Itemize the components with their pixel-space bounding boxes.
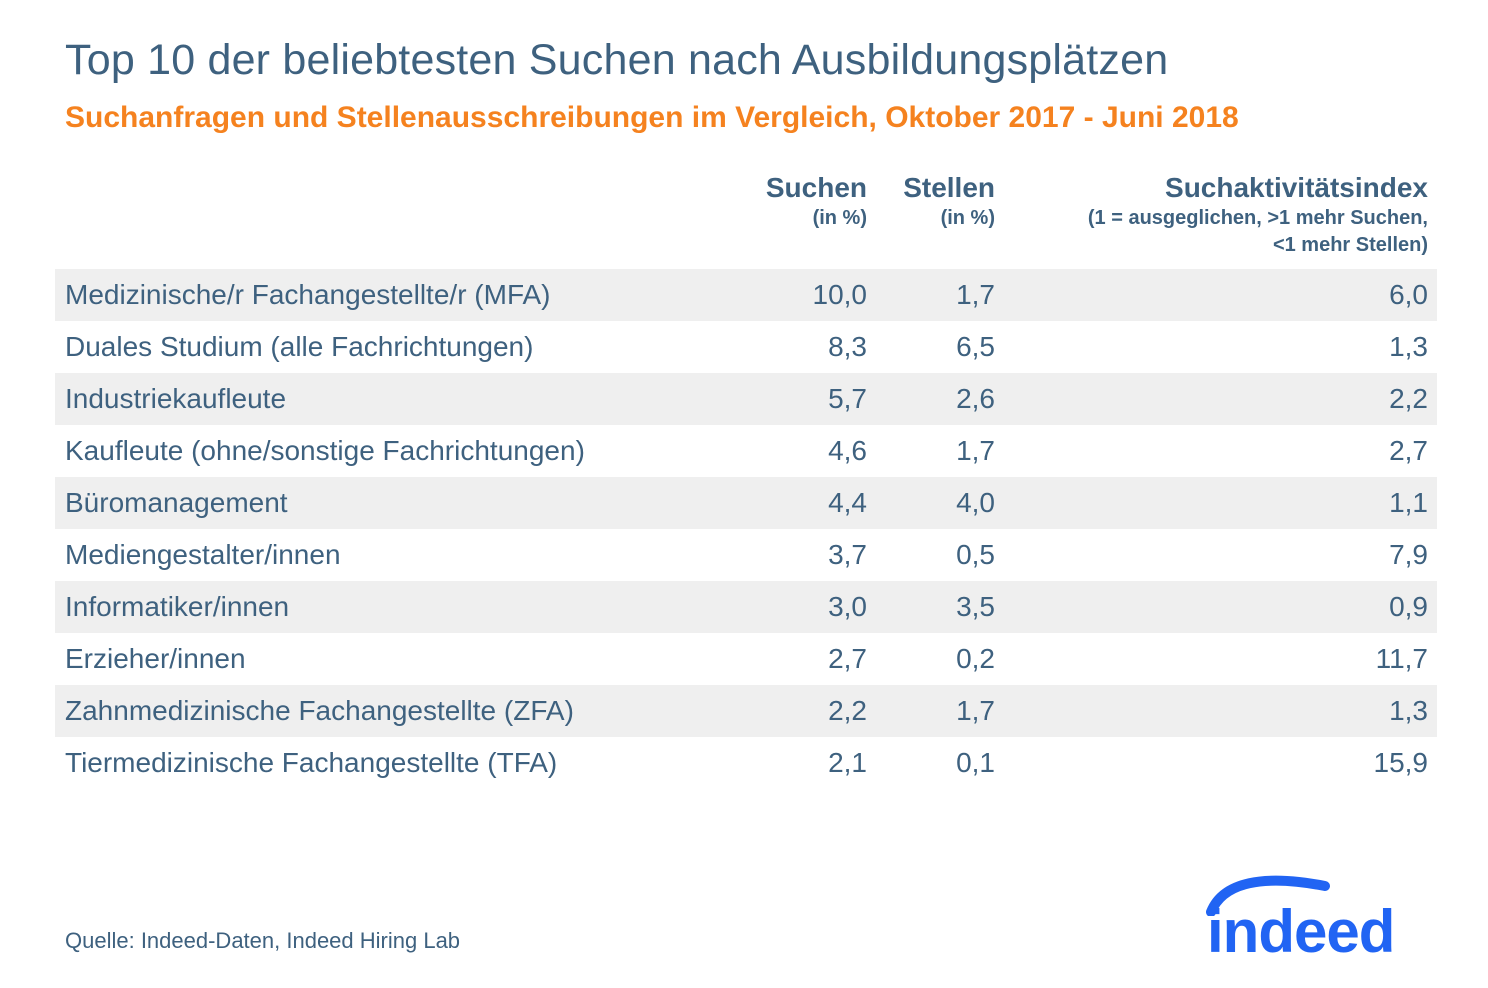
suchen-value: 3,0	[828, 591, 867, 623]
column-header-suchen-sublabel: (in %)	[812, 207, 867, 230]
stellen-value: 2,6	[956, 383, 995, 415]
column-header-index-label: Suchaktivitätsindex	[1165, 172, 1428, 204]
table-row: Zahnmedizinische Fachangestellte (ZFA) 2…	[55, 685, 1437, 738]
index-value: 0,9	[1389, 591, 1428, 623]
index-value: 11,7	[1375, 643, 1428, 675]
infographic-page: Top 10 der beliebtesten Suchen nach Ausb…	[55, 36, 1437, 789]
rankings-table: Suchen (in %) Stellen (in %) Suchaktivit…	[55, 171, 1437, 789]
index-value: 2,7	[1389, 435, 1428, 467]
index-value: 7,9	[1389, 539, 1428, 571]
suchen-value: 4,6	[828, 435, 867, 467]
column-header-label-spacer	[55, 171, 637, 259]
page-subtitle: Suchanfragen und Stellenausschreibungen …	[65, 101, 1239, 135]
index-value: 15,9	[1373, 747, 1429, 779]
stellen-value: 0,5	[956, 539, 995, 571]
stellen-value: 3,5	[956, 591, 995, 623]
column-header-stellen: Stellen (in %)	[867, 171, 997, 259]
indeed-logo-swoosh-icon	[1206, 875, 1330, 916]
suchen-value: 8,3	[828, 331, 867, 363]
suchen-value: 2,7	[828, 643, 867, 675]
row-label: Tiermedizinische Fachangestellte (TFA)	[65, 747, 558, 779]
row-label: Industriekaufleute	[65, 383, 287, 415]
table-row: Medizinische/r Fachangestellte/r (MFA) 1…	[55, 269, 1437, 322]
table-header-row: Suchen (in %) Stellen (in %) Suchaktivit…	[55, 171, 1437, 259]
index-value: 1,1	[1389, 487, 1428, 519]
suchen-value: 2,1	[828, 747, 867, 779]
row-label: Informatiker/innen	[65, 591, 290, 623]
table-row: Kaufleute (ohne/sonstige Fachrichtungen)…	[55, 425, 1437, 477]
row-label: Zahnmedizinische Fachangestellte (ZFA)	[65, 695, 574, 727]
page-title: Top 10 der beliebtesten Suchen nach Ausb…	[65, 36, 1169, 84]
suchen-value: 3,7	[828, 539, 867, 571]
table-row: Büromanagement 4,4 4,0 1,1	[55, 477, 1437, 530]
table-row: Duales Studium (alle Fachrichtungen) 8,3…	[55, 321, 1437, 373]
row-label: Medizinische/r Fachangestellte/r (MFA)	[65, 279, 551, 311]
table-row: Erzieher/innen 2,7 0,2 11,7	[55, 633, 1437, 685]
row-label: Mediengestalter/innen	[65, 539, 341, 571]
column-header-stellen-label: Stellen	[903, 172, 995, 204]
table-row: Tiermedizinische Fachangestellte (TFA) 2…	[55, 737, 1437, 789]
stellen-value: 4,0	[956, 487, 995, 519]
stellen-value: 1,7	[956, 279, 995, 311]
suchen-value: 5,7	[828, 383, 867, 415]
stellen-value: 1,7	[956, 435, 995, 467]
indeed-logo-wordmark: indeed	[1207, 898, 1395, 965]
index-value: 1,3	[1389, 331, 1428, 363]
column-header-index: Suchaktivitätsindex (1 = ausgeglichen, >…	[997, 171, 1437, 259]
index-value: 1,3	[1389, 695, 1428, 727]
index-value: 6,0	[1389, 279, 1428, 311]
table-row: Industriekaufleute 5,7 2,6 2,2	[55, 373, 1437, 426]
suchen-value: 4,4	[828, 487, 867, 519]
column-header-index-sublabel-line2: <1 mehr Stellen)	[1272, 234, 1428, 257]
row-label: Büromanagement	[65, 487, 288, 519]
source-note: Quelle: Indeed-Daten, Indeed Hiring Lab	[65, 928, 461, 953]
column-header-suchen-label: Suchen	[765, 172, 867, 204]
row-label: Duales Studium (alle Fachrichtungen)	[65, 331, 534, 363]
stellen-value: 0,2	[956, 643, 995, 675]
suchen-value: 2,2	[828, 695, 867, 727]
index-value: 2,2	[1389, 383, 1428, 415]
suchen-value: 10,0	[812, 279, 868, 311]
stellen-value: 6,5	[956, 331, 995, 363]
table-body: Medizinische/r Fachangestellte/r (MFA) 1…	[55, 269, 1437, 789]
indeed-logo: indeed	[1206, 870, 1437, 965]
column-header-stellen-sublabel: (in %)	[940, 207, 995, 230]
table-row: Mediengestalter/innen 3,7 0,5 7,9	[55, 529, 1437, 581]
stellen-value: 0,1	[956, 747, 995, 779]
row-label: Erzieher/innen	[65, 643, 246, 675]
column-header-suchen: Suchen (in %)	[637, 171, 867, 259]
stellen-value: 1,7	[956, 695, 995, 727]
column-header-index-sublabel-line1: (1 = ausgeglichen, >1 mehr Suchen,	[1087, 207, 1428, 230]
table-row: Informatiker/innen 3,0 3,5 0,9	[55, 581, 1437, 634]
row-label: Kaufleute (ohne/sonstige Fachrichtungen)	[65, 435, 585, 467]
